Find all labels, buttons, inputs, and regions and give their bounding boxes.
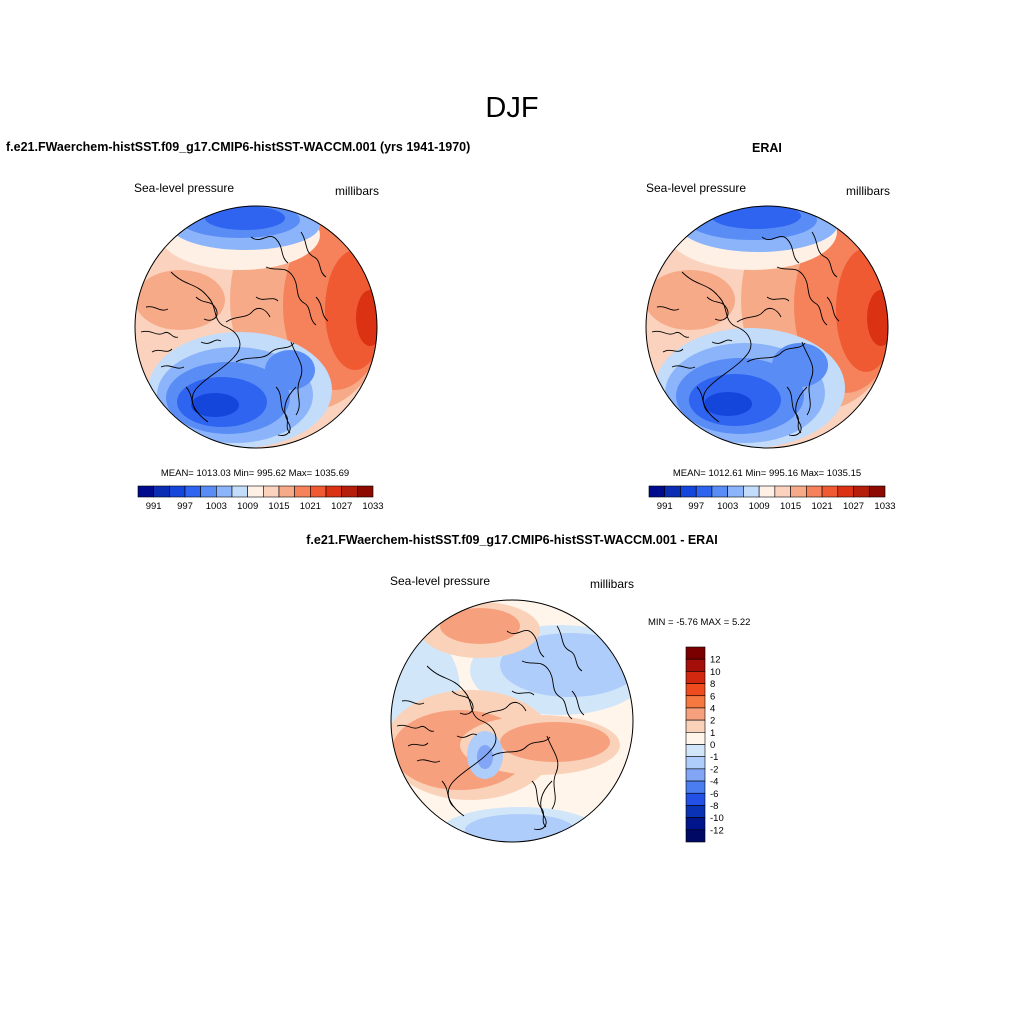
panel2-colorbar-tick-label: 991 [657, 501, 673, 512]
figure-title: DJF [485, 92, 539, 124]
panel2-variable-label: Sea-level pressure [646, 181, 747, 195]
panel3-colorbar-color-box [685, 658, 706, 672]
panel3-colorbar-color-box [685, 719, 706, 733]
panel3-colorbar-tick-label: 8 [710, 679, 715, 690]
panel1-colorbar-color-box [247, 485, 264, 498]
panel1-colorbar-tick-label: 991 [146, 501, 162, 512]
panel1-colorbar-tick-label: 1027 [331, 501, 352, 512]
panel3-colorbar-color-box [685, 829, 706, 843]
panel1-colorbar-tick-label: 1015 [268, 501, 289, 512]
panel3-colorbar-color-box [685, 695, 706, 709]
panel1-colorbar-color-box [263, 485, 280, 498]
panel1-colorbar-tick-label: 1033 [362, 501, 383, 512]
panel2-colorbar-color-box [790, 485, 807, 498]
panel1-colorbar-color-box [357, 485, 374, 498]
panel3-colorbar-tick-label: -2 [710, 764, 718, 775]
panel1-colorbar-color-box [153, 485, 170, 498]
panel2-colorbar-tick-label: 997 [688, 501, 704, 512]
panel3-colorbar-tick-label: -1 [710, 752, 718, 763]
panel3-colorbar-color-box [685, 792, 706, 806]
panel1-colorbar-tick-label: 1003 [206, 501, 227, 512]
panel3-colorbar-tick-label: 1 [710, 728, 715, 739]
panel3-colorbar-tick-label: -12 [710, 825, 724, 836]
panel3-colorbar-color-box [685, 732, 706, 745]
panel2-colorbar-color-box [695, 485, 713, 498]
panel2-colorbar-color-box [664, 485, 681, 498]
panel2-colorbar-color-box [774, 485, 791, 498]
panel3-colorbar-tick-label: -8 [710, 801, 718, 812]
panel2-colorbar-color-box [837, 485, 854, 498]
panel3-units-label: millibars [590, 577, 635, 591]
panel3-colorbar-tick-label: 0 [710, 740, 715, 751]
panel2-colorbar-tick-label: 1009 [749, 501, 770, 512]
panel1-colorbar-tick-label: 997 [177, 501, 193, 512]
panel3-colorbar-color-box [685, 744, 706, 757]
panel1-colorbar-color-box [341, 485, 358, 498]
panel2-colorbar: 991 997 1003 1009 1015 1021 1027 1033 [648, 485, 896, 512]
panel2-colorbar-color-box [648, 485, 666, 498]
panel2-colorbar-tick-label: 1003 [717, 501, 738, 512]
panel2-colorbar-color-box [711, 485, 728, 498]
panel1-map [135, 206, 377, 448]
panel3-colorbar-tick-label: -6 [710, 789, 718, 800]
panel2-colorbar-color-box [821, 485, 839, 498]
panel3-map [391, 600, 633, 842]
panel1-colorbar-color-box [231, 485, 248, 498]
panel2-colorbar-tick-label: 1033 [874, 501, 895, 512]
panel3-colorbar-color-box [685, 780, 706, 794]
panel2-colorbar-tick-label: 1015 [780, 501, 801, 512]
panel3-colorbar-tick-label: -10 [710, 813, 724, 824]
panel2-map [646, 206, 888, 448]
panel3-colorbar-color-box [685, 817, 706, 831]
panel1-variable-label: Sea-level pressure [134, 181, 235, 195]
panel1-title: f.e21.FWaerchem-histSST.f09_g17.CMIP6-hi… [6, 140, 471, 154]
panel2-colorbar-color-box [680, 485, 697, 498]
panel3-colorbar-color-box [685, 671, 706, 684]
panel1-colorbar-color-box [169, 485, 186, 498]
panel3-colorbar-color-box [685, 646, 706, 660]
panel1-colorbar-color-box [278, 485, 295, 498]
panel1-colorbar-color-box [200, 485, 217, 498]
panel2-colorbar-tick-label: 1027 [843, 501, 864, 512]
panel1-colorbar-color-box [184, 485, 201, 498]
panel3-minmax: MIN = -5.76 MAX = 5.22 [648, 617, 751, 628]
panel2-colorbar-color-box [868, 485, 886, 498]
panel2-colorbar-tick-label: 1021 [811, 501, 832, 512]
panel2-colorbar-color-box [806, 485, 823, 498]
panel2-units-label: millibars [846, 184, 891, 198]
panel3-colorbar-color-box [685, 756, 706, 770]
panel3-colorbar-color-box [685, 768, 706, 782]
panel1-colorbar-tick-label: 1009 [237, 501, 258, 512]
panel2-colorbar-color-box [743, 485, 760, 498]
panel2-stats: MEAN= 1012.61 Min= 995.16 Max= 1035.15 [672, 468, 862, 479]
panel3-title: f.e21.FWaerchem-histSST.f09_g17.CMIP6-hi… [306, 533, 718, 547]
panel1-units-label: millibars [335, 184, 380, 198]
panel1-colorbar-color-box [137, 485, 154, 498]
panel3-colorbar-tick-label: 4 [710, 703, 715, 714]
panel3-colorbar-color-box [685, 707, 706, 721]
panel1-colorbar-color-box [310, 485, 327, 498]
panel3-colorbar-color-box [685, 683, 706, 697]
panel1-stats: MEAN= 1013.03 Min= 995.62 Max= 1035.69 [160, 468, 350, 479]
panel3-colorbar-tick-label: 6 [710, 691, 715, 702]
panel3-colorbar-tick-label: 10 [710, 667, 721, 678]
panel2-title: ERAI [752, 141, 782, 155]
panel1-colorbar: 991 997 1003 1009 1015 1021 1027 1033 [137, 485, 384, 512]
panel3-variable-label: Sea-level pressure [390, 574, 491, 588]
panel3-colorbar-tick-label: 12 [710, 655, 721, 666]
panel3-colorbar-tick-label: -4 [710, 777, 718, 788]
panel1-colorbar-tick-label: 1021 [300, 501, 321, 512]
panel1-colorbar-color-box [216, 485, 233, 498]
panel2-colorbar-color-box [727, 485, 744, 498]
panel3-colorbar-color-box [685, 805, 706, 818]
panel2-colorbar-color-box [758, 485, 776, 498]
panel1-colorbar-color-box [325, 485, 342, 498]
panel1-colorbar-color-box [294, 485, 311, 498]
panel3-colorbar-tick-label: 2 [710, 716, 715, 727]
panel2-colorbar-color-box [853, 485, 870, 498]
